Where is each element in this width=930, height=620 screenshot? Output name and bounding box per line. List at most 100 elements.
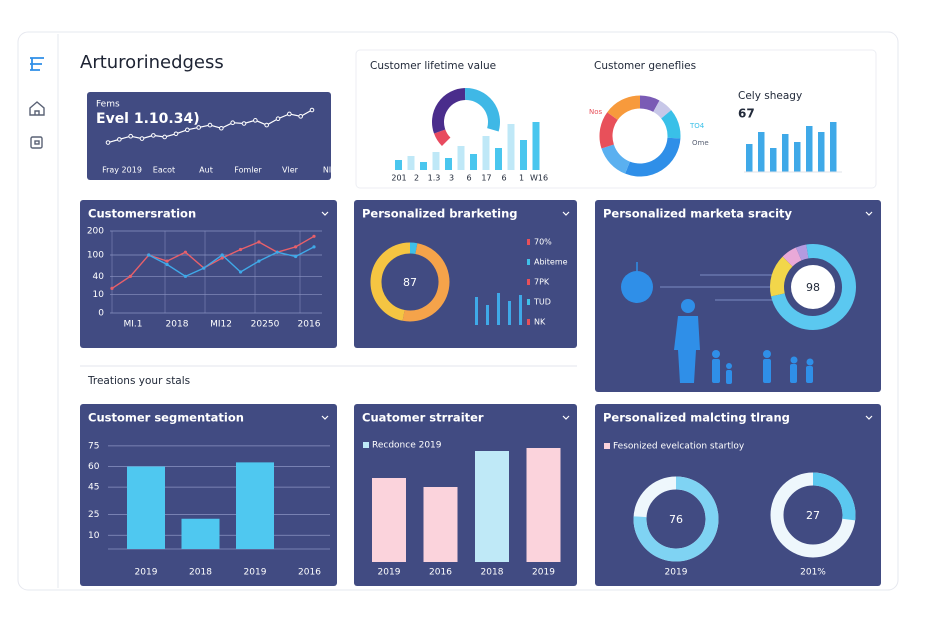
summary-point [196,125,201,130]
panel [80,200,337,348]
series-point [110,286,114,290]
donut-segment [601,144,631,174]
summary-point [264,122,269,128]
donut-segment [782,247,802,267]
donut-segment [770,256,793,297]
bar [497,293,500,325]
donut-center: 87 [403,276,417,289]
bar [526,448,561,562]
x-tick-label: 2019 [135,568,158,578]
summary-point [207,122,213,128]
bar [782,134,789,172]
bar [181,518,220,549]
legend-label: 7PK [534,278,550,287]
summary-point [173,131,179,137]
bar [770,148,777,172]
series-point [183,250,188,254]
dropdown[interactable] [321,415,329,420]
sidebar-icon[interactable] [30,57,44,71]
donut-segment [464,88,500,132]
series-line [148,246,315,278]
series-point [128,274,132,278]
y-tick-label: 25 [88,510,99,520]
bar [445,158,452,170]
x-tick-label: 2019 [244,568,267,578]
summary-point [275,116,281,122]
bar [127,466,165,549]
summary-label: Fems [96,100,120,110]
series-point [220,253,224,257]
x-tick-label: 2019 [378,568,401,578]
sidebar-icon[interactable] [30,136,43,149]
donut-segment [625,137,681,177]
legend-marker [527,259,530,265]
legend-marker [527,299,530,305]
summary-point [298,114,303,119]
x-tick-label: Aut [199,166,213,175]
summary-point [151,133,156,138]
x-tick-label: 3 [449,174,454,183]
summary-point [162,134,167,140]
section-label: Treations your stals [87,375,190,387]
donut-segment [639,95,660,113]
bar [806,126,813,172]
y-tick-label: 100 [87,251,104,261]
series-point [147,253,151,257]
bar [532,122,540,170]
panel-title: Personalized brarketing [362,207,518,221]
donut-segment [599,112,618,149]
series-point [165,259,169,263]
panel-title: Customersration [88,207,196,221]
bar [423,487,458,562]
x-tick-label: 20250 [251,320,280,330]
panel-title: Personalized marketa sracity [603,207,793,221]
summary-point [230,120,235,125]
donut-center: 76 [669,513,683,526]
bar [508,301,511,325]
bar [475,297,478,325]
x-tick-label: 201 [391,174,406,183]
bar [432,152,440,170]
x-tick-label: MI.1 [123,320,142,330]
y-tick-label: 40 [93,272,105,282]
sidebar-icon[interactable] [29,101,45,116]
donut-segment [633,476,719,562]
dropdown[interactable] [865,211,873,216]
app-title: Arturorinedgess [80,52,224,73]
legend-marker [604,443,610,449]
series-point [202,266,206,270]
x-tick-label: MI12 [210,320,232,330]
dropdown[interactable] [562,211,570,216]
bar [507,124,515,170]
legend-label: Recdonce 2019 [372,441,442,451]
panel [80,404,337,586]
y-tick-label: 200 [87,227,104,237]
donut-segment [409,242,418,255]
panel-title: Cuatomer strraiter [362,411,484,425]
dropdown[interactable] [562,415,570,420]
x-tick-label: 1.3 [428,174,441,183]
donut-center: 27 [806,509,820,522]
dropdown[interactable] [865,415,873,420]
donut-label: Ome [692,139,709,147]
y-tick-label: 0 [98,309,104,319]
x-tick-label: 2016 [298,568,321,578]
illustration [621,262,814,384]
bar [475,451,509,562]
legend-label: TUD [533,298,551,307]
panel [87,92,331,180]
card-title: Customer geneflies [594,60,696,72]
summary-point [309,107,315,113]
bar [520,140,527,170]
y-tick-label: 60 [88,462,100,472]
bar [470,154,477,170]
dropdown[interactable] [321,211,329,216]
donut-segment [652,100,672,119]
donut-segment [434,129,451,147]
summary-point [241,121,247,126]
series-point [183,274,188,278]
legend-marker [527,319,530,325]
legend-marker [527,279,530,285]
legend-marker [527,239,530,245]
